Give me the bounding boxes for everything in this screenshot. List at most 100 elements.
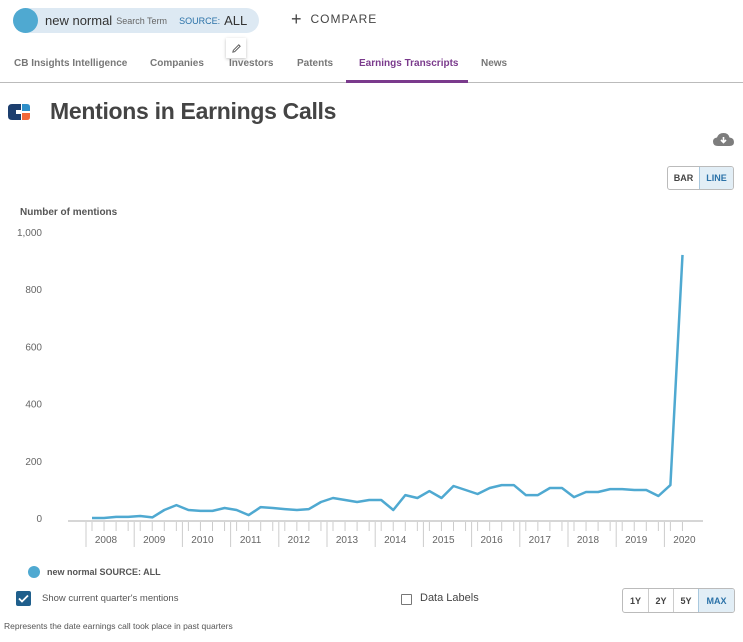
source-value: ALL bbox=[224, 13, 248, 28]
tab-news[interactable]: News bbox=[481, 58, 508, 69]
data-point[interactable] bbox=[654, 492, 662, 500]
data-point[interactable] bbox=[196, 507, 204, 515]
legend-label: new normal SOURCE: ALL bbox=[47, 567, 161, 577]
data-point[interactable] bbox=[269, 504, 277, 512]
data-point[interactable] bbox=[88, 514, 96, 522]
series-line[interactable] bbox=[92, 254, 684, 520]
search-term: new normal bbox=[45, 13, 113, 28]
data-point[interactable] bbox=[582, 488, 590, 496]
data-point[interactable] bbox=[281, 505, 289, 513]
data-point[interactable] bbox=[437, 494, 445, 502]
data-point[interactable] bbox=[233, 506, 241, 514]
data-point[interactable] bbox=[522, 491, 530, 499]
active-tab-indicator bbox=[346, 80, 468, 83]
data-point[interactable] bbox=[486, 484, 494, 492]
page-title: Mentions in Earnings Calls bbox=[50, 98, 337, 124]
data-point[interactable] bbox=[546, 484, 554, 492]
y-tick-label: 200 bbox=[25, 457, 42, 468]
data-point[interactable] bbox=[642, 486, 650, 494]
search-term-pill[interactable]: new normal Search Term SOURCE: ALL bbox=[13, 8, 259, 33]
data-point[interactable] bbox=[630, 486, 638, 494]
x-tick-label: 2019 bbox=[625, 535, 648, 546]
data-point[interactable] bbox=[341, 496, 349, 504]
data-point[interactable] bbox=[474, 490, 482, 498]
x-tick-label: 2008 bbox=[95, 535, 118, 546]
data-point[interactable] bbox=[389, 506, 397, 514]
x-tick-label: 2016 bbox=[480, 535, 503, 546]
data-point[interactable] bbox=[160, 506, 168, 514]
y-axis-title: Number of mentions bbox=[20, 207, 118, 218]
y-tick-label: 0 bbox=[36, 514, 42, 525]
data-point[interactable] bbox=[257, 503, 265, 511]
data-point[interactable] bbox=[317, 498, 325, 506]
data-point[interactable] bbox=[462, 486, 470, 494]
data-point[interactable] bbox=[594, 488, 602, 496]
compare-label: COMPARE bbox=[310, 12, 378, 26]
checkmark-icon bbox=[18, 594, 29, 603]
line-chart-button[interactable]: LINE bbox=[699, 167, 733, 189]
x-tick-label: 2014 bbox=[384, 535, 407, 546]
range-max-button[interactable]: MAX bbox=[698, 589, 734, 612]
y-tick-label: 400 bbox=[25, 400, 42, 411]
x-tick-label: 2018 bbox=[577, 535, 600, 546]
data-point[interactable] bbox=[413, 494, 421, 502]
line-chart: 0 200 400 600 800 1,000 2008 2009 2010 2011 2012 2… bbox=[17, 228, 703, 547]
data-point[interactable] bbox=[377, 496, 385, 504]
chart-legend: new normal SOURCE: ALL bbox=[28, 566, 161, 578]
data-point[interactable] bbox=[136, 512, 144, 520]
data-point[interactable] bbox=[100, 514, 108, 522]
data-point[interactable] bbox=[209, 507, 217, 515]
data-labels-label: Data Labels bbox=[420, 592, 479, 604]
data-point[interactable] bbox=[329, 494, 337, 502]
tab-patents[interactable]: Patents bbox=[297, 58, 334, 69]
data-point[interactable] bbox=[425, 487, 433, 495]
data-point[interactable] bbox=[558, 484, 566, 492]
tab-investors[interactable]: Investors bbox=[229, 58, 274, 69]
data-labels-checkbox[interactable] bbox=[401, 594, 412, 605]
data-point[interactable] bbox=[678, 251, 686, 259]
data-point[interactable] bbox=[450, 482, 458, 490]
show-current-quarter-label: Show current quarter's mentions bbox=[42, 593, 179, 604]
x-tick-label: 2009 bbox=[143, 535, 166, 546]
plus-icon: + bbox=[291, 9, 303, 29]
range-1y-button[interactable]: 1Y bbox=[629, 595, 641, 606]
y-tick-label: 1,000 bbox=[17, 228, 42, 239]
show-current-quarter-checkbox[interactable] bbox=[16, 591, 31, 606]
range-2y-button[interactable]: 2Y bbox=[648, 589, 673, 612]
data-point[interactable] bbox=[245, 511, 253, 519]
tab-companies[interactable]: Companies bbox=[150, 58, 204, 69]
data-point[interactable] bbox=[184, 506, 192, 514]
data-point[interactable] bbox=[510, 481, 518, 489]
data-point[interactable] bbox=[534, 491, 542, 499]
bar-chart-button[interactable]: BAR bbox=[673, 173, 694, 183]
x-tick-label: 2020 bbox=[673, 535, 696, 546]
data-point[interactable] bbox=[148, 513, 156, 521]
tab-earnings-transcripts[interactable]: Earnings Transcripts bbox=[359, 58, 459, 69]
data-point[interactable] bbox=[124, 513, 132, 521]
source-label: SOURCE: bbox=[179, 15, 221, 26]
cloud-download-icon[interactable] bbox=[713, 132, 734, 147]
data-point[interactable] bbox=[112, 513, 120, 521]
data-point[interactable] bbox=[498, 481, 506, 489]
tab-cb-insights-intelligence[interactable]: CB Insights Intelligence bbox=[14, 58, 128, 69]
data-point[interactable] bbox=[221, 504, 229, 512]
data-point[interactable] bbox=[353, 498, 361, 506]
data-point[interactable] bbox=[666, 481, 674, 489]
data-point[interactable] bbox=[618, 485, 626, 493]
range-5y-button[interactable]: 5Y bbox=[673, 589, 698, 612]
chart-footnote: Represents the date earnings call took p… bbox=[4, 621, 233, 631]
search-term-label: Search Term bbox=[116, 15, 168, 26]
legend-marker bbox=[28, 566, 40, 578]
edit-search-button[interactable] bbox=[226, 38, 246, 58]
x-tick-label: 2010 bbox=[191, 535, 214, 546]
data-point[interactable] bbox=[305, 505, 313, 513]
data-point[interactable] bbox=[570, 493, 578, 501]
compare-button[interactable]: + COMPARE bbox=[291, 9, 378, 29]
data-point[interactable] bbox=[365, 496, 373, 504]
tab-bar: CB Insights Intelligence Companies Inves… bbox=[0, 52, 743, 83]
x-tick-label: 2017 bbox=[529, 535, 552, 546]
data-point[interactable] bbox=[293, 506, 301, 514]
data-point[interactable] bbox=[401, 491, 409, 499]
data-point[interactable] bbox=[172, 501, 180, 509]
data-point[interactable] bbox=[606, 485, 614, 493]
